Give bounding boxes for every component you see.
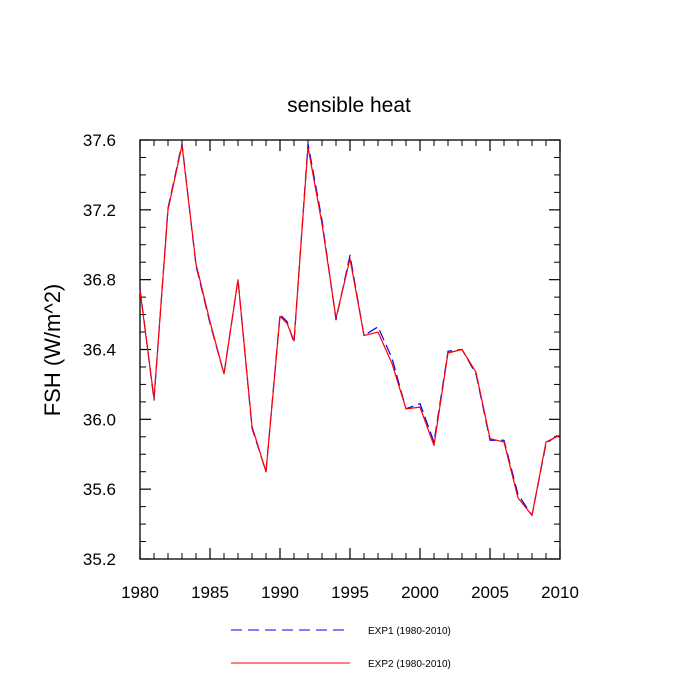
y-tick-label: 36.0 <box>83 410 116 429</box>
x-tick-label: 1980 <box>121 583 159 602</box>
x-tick-label: 1990 <box>261 583 299 602</box>
plot-frame <box>139 139 561 560</box>
legend-label-1: EXP1 (1980-2010) <box>368 626 451 637</box>
x-tick-label: 2010 <box>541 583 579 602</box>
y-axis-label: FSH (W/m^2) <box>40 284 65 417</box>
axis-ticks <box>139 139 561 560</box>
x-tick-label: 1985 <box>191 583 229 602</box>
y-tick-label: 35.6 <box>83 480 116 499</box>
y-tick-label: 37.2 <box>83 201 116 220</box>
axis-tick-labels: 1980 1985 1990 1995 2000 2005 2010 35.2 35.6 36.0… <box>83 131 579 602</box>
series-lines <box>139 142 561 516</box>
y-tick-label: 35.2 <box>83 550 116 569</box>
x-tick-label: 1995 <box>331 583 369 602</box>
x-tick-label: 2005 <box>471 583 509 602</box>
x-tick-label: 2000 <box>401 583 439 602</box>
y-tick-label: 36.4 <box>83 341 116 360</box>
legend-label-2: EXP2 (1980-2010) <box>368 659 451 670</box>
chart-title: sensible heat <box>287 94 411 117</box>
y-tick-label: 37.6 <box>83 131 116 150</box>
series-line-2 <box>139 144 561 516</box>
legend: EXP1 (1980-2010) EXP2 (1980-2010) <box>231 626 451 670</box>
series-line-1 <box>139 142 561 516</box>
y-tick-label: 36.8 <box>83 271 116 290</box>
